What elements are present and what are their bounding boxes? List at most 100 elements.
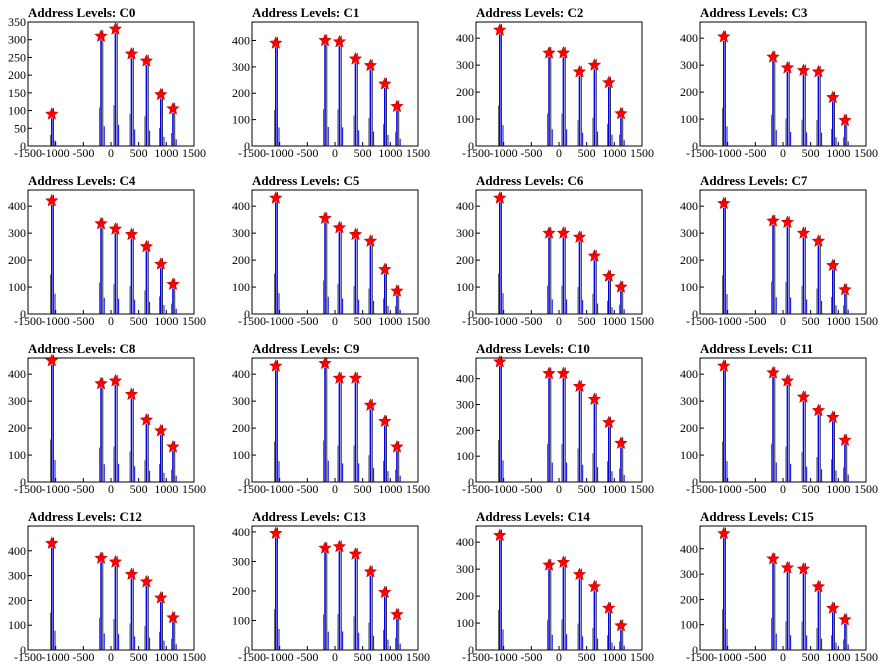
chart-panel: 0 100 200 300 400 -1500 -1000 -500 0 500 1000 1500 A… — [224, 0, 448, 168]
peak-marker — [614, 106, 628, 120]
chart-svg: 0 100 200 300 400 -1500 -1000 -500 0 500 1000 1500 — [456, 189, 654, 328]
y-tick-label: 300 — [8, 569, 26, 583]
histogram-peak — [577, 568, 584, 650]
histogram-peak — [49, 194, 56, 314]
histogram-peak — [144, 54, 151, 146]
x-tick-label: 1000 — [154, 314, 178, 328]
peak-marker — [614, 280, 628, 293]
peak-marker — [780, 215, 795, 228]
x-tick-label: 500 — [130, 482, 148, 496]
x-tick-label: -1500 — [14, 146, 42, 160]
x-tick-label: 0 — [556, 146, 562, 160]
y-tick-label: 200 — [232, 253, 250, 267]
histogram-peak — [801, 227, 808, 314]
x-tick-label: -500 — [72, 314, 94, 328]
x-tick-label: -500 — [72, 482, 94, 496]
chart-panel: 0 100 200 300 400 -1500 -1000 -500 0 500 1000 1500 A… — [0, 504, 224, 672]
peak-marker — [124, 567, 139, 581]
chart-panel: 0 50 100 150 200 250 300 350 -1500 -1000 -500 0 500 1… — [0, 0, 224, 168]
y-tick-label: 400 — [680, 542, 698, 556]
peak-marker — [154, 87, 168, 101]
y-tick-label: 300 — [456, 226, 474, 240]
peak-marker — [602, 75, 616, 89]
y-tick-label: 100 — [8, 618, 26, 632]
peak-marker — [45, 353, 59, 367]
y-tick-label: 200 — [232, 421, 250, 435]
histogram-peak — [816, 404, 823, 482]
peak-marker — [826, 410, 840, 423]
y-tick-label: 200 — [456, 85, 474, 99]
y-tick-label: 400 — [456, 535, 474, 549]
peak-marker — [390, 99, 404, 113]
peak-marker — [154, 590, 168, 604]
x-tick-label: -1500 — [238, 650, 266, 664]
chart-title: Address Levels: C0 — [28, 5, 136, 20]
chart-title: Address Levels: C1 — [252, 5, 360, 20]
y-tick-label: 300 — [680, 58, 698, 72]
histogram-peak — [49, 537, 56, 650]
chart-svg: 0 50 100 150 200 250 300 350 -1500 -1000 -500 0 500 1… — [8, 15, 206, 160]
histogram-peak — [785, 561, 792, 650]
x-tick-label: -500 — [72, 146, 94, 160]
x-tick-label: 500 — [802, 146, 820, 160]
y-tick-label: 0 — [468, 307, 474, 321]
histogram-peak — [497, 529, 504, 650]
x-tick-label: 500 — [130, 146, 148, 160]
histogram-peak — [323, 34, 329, 146]
y-tick-label: 300 — [456, 58, 474, 72]
y-tick-label: 100 — [680, 448, 698, 462]
x-tick-label: -1500 — [462, 482, 490, 496]
y-tick-label: 0 — [244, 475, 250, 489]
histogram-peak — [607, 76, 613, 146]
peak-marker — [363, 398, 378, 411]
histogram-peak — [561, 227, 568, 314]
peak-marker — [717, 526, 731, 540]
plot-frame — [475, 357, 643, 483]
chart-title: Address Levels: C6 — [476, 173, 584, 188]
peak-marker — [108, 373, 123, 387]
peak-marker — [390, 439, 404, 453]
peak-marker — [587, 579, 602, 593]
x-tick-label: -500 — [296, 146, 318, 160]
chart-title: Address Levels: C14 — [476, 509, 590, 524]
peak-marker — [348, 227, 363, 241]
chart-panel: 0 100 200 300 400 -1500 -1000 -500 0 500 1000 1500 A… — [0, 336, 224, 504]
peak-marker — [717, 29, 731, 43]
peak-marker — [572, 64, 587, 78]
peak-marker — [493, 23, 507, 36]
x-tick-label: 1000 — [602, 146, 626, 160]
histogram-peak — [547, 559, 553, 650]
peak-marker — [318, 211, 332, 224]
y-tick-label: 0 — [692, 139, 698, 153]
histogram-peak — [592, 393, 599, 482]
chart-svg: 0 100 200 300 400 -1500 -1000 -500 0 500 1000 1500 — [680, 525, 878, 664]
x-tick-label: 0 — [108, 482, 114, 496]
chart-svg: 0 100 200 300 400 -1500 -1000 -500 0 500 1000 1500 — [456, 21, 654, 160]
chart-svg: 0 100 200 300 400 -1500 -1000 -500 0 500 1000 1500 — [232, 189, 430, 328]
y-tick-label: 400 — [680, 199, 698, 213]
peak-marker — [602, 601, 616, 614]
histogram-peak — [99, 377, 105, 482]
x-tick-label: 1000 — [378, 650, 402, 664]
histogram-peak — [721, 30, 728, 146]
y-tick-label: 300 — [456, 562, 474, 576]
x-tick-label: -500 — [744, 482, 766, 496]
peak-marker — [332, 34, 347, 48]
x-tick-label: 0 — [108, 146, 114, 160]
y-tick-label: 300 — [680, 226, 698, 240]
y-tick-label: 250 — [8, 50, 26, 64]
y-tick-label: 100 — [680, 112, 698, 126]
peak-marker — [108, 22, 123, 35]
x-tick-label: 1000 — [378, 314, 402, 328]
x-tick-label: 500 — [802, 314, 820, 328]
plot-frame — [475, 525, 643, 651]
x-tick-label: 0 — [780, 650, 786, 664]
y-tick-label: 400 — [680, 31, 698, 45]
x-tick-label: 500 — [578, 146, 596, 160]
chart-title: Address Levels: C2 — [476, 5, 584, 20]
peak-marker — [811, 64, 826, 78]
y-tick-label: 300 — [232, 554, 250, 568]
histogram-peak — [721, 527, 728, 650]
histogram-peak — [383, 415, 389, 482]
histogram-peak — [368, 235, 375, 314]
